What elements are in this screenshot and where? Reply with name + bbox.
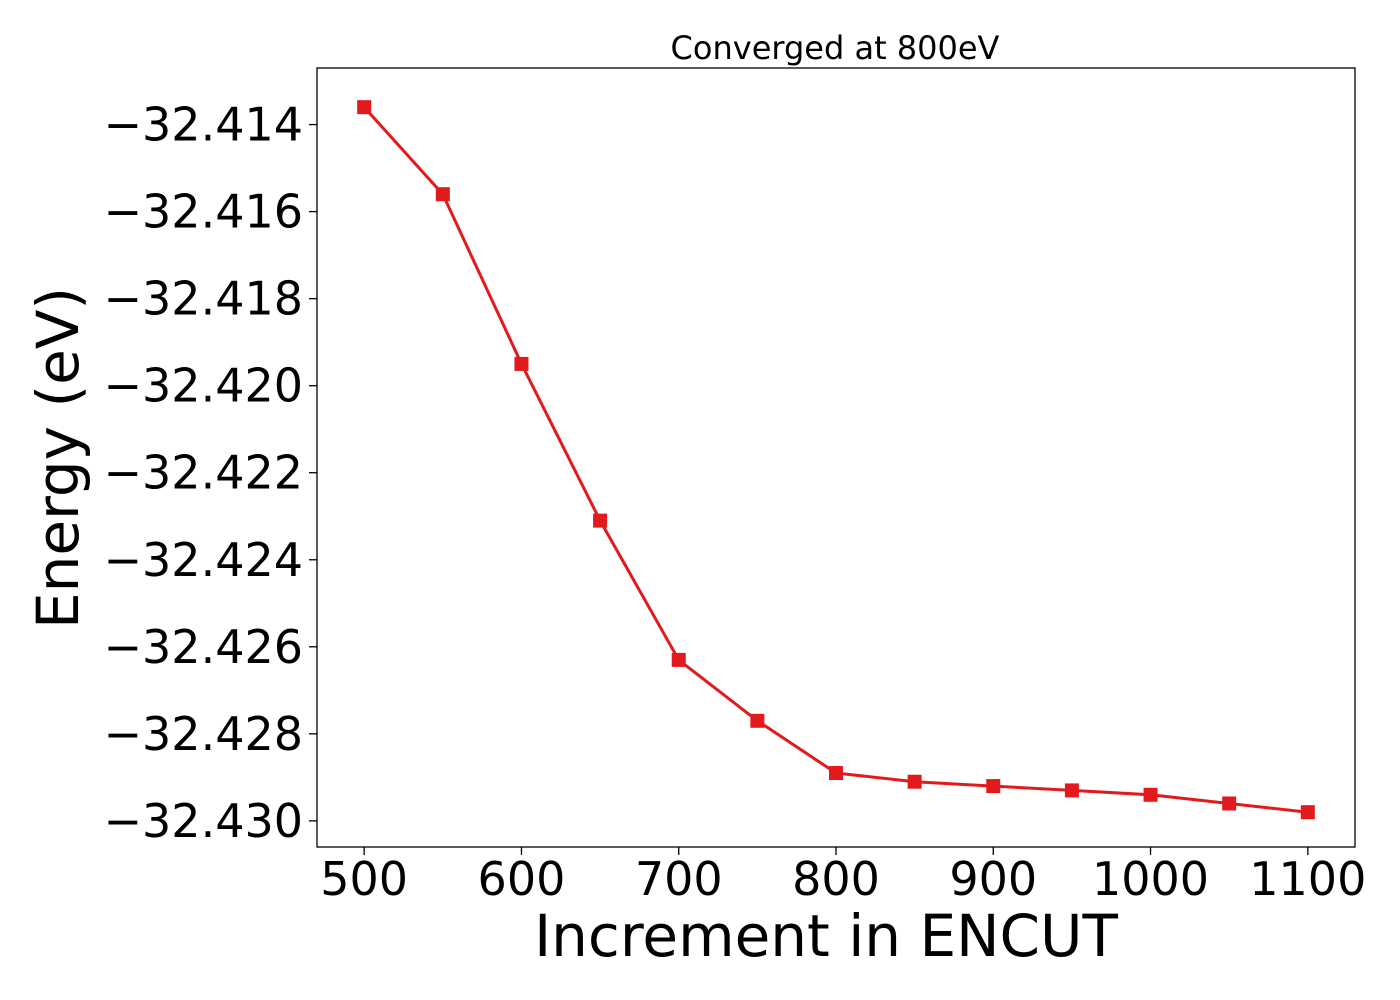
y-tick-label: −32.430 — [104, 794, 304, 848]
data-point-marker — [1143, 787, 1158, 802]
x-tick-label: 900 — [949, 852, 1037, 906]
x-tick-label: 1000 — [1092, 852, 1209, 906]
y-tick-label: −32.420 — [104, 359, 304, 413]
chart-title: Converged at 800eV — [671, 29, 1000, 67]
data-point-marker — [907, 774, 922, 789]
y-tick-label: −32.428 — [104, 707, 304, 761]
x-tick-label: 700 — [635, 852, 723, 906]
x-tick-label: 1100 — [1249, 852, 1366, 906]
y-tick-label: −32.424 — [104, 533, 304, 587]
data-point-marker — [1064, 783, 1079, 798]
y-tick-label: −32.422 — [104, 446, 304, 500]
x-tick-label: 600 — [478, 852, 566, 906]
data-point-marker — [514, 356, 529, 371]
y-tick-label: −32.416 — [104, 185, 304, 239]
y-axis-ticks: −32.414 −32.416 −32.418 −32.420 −32.422 −32.4… — [104, 98, 317, 848]
data-point-marker — [357, 100, 372, 115]
y-tick-label: −32.418 — [104, 272, 304, 326]
y-tick-label: −32.426 — [104, 620, 304, 674]
data-point-marker — [750, 713, 765, 728]
x-axis-ticks: 500 600 700 800 900 1000 1100 — [320, 847, 1366, 906]
x-tick-label: 800 — [792, 852, 880, 906]
energy-series-markers — [357, 100, 1315, 820]
x-axis-label: Increment in ENCUT — [534, 902, 1118, 970]
x-tick-label: 500 — [320, 852, 408, 906]
data-point-marker — [435, 187, 450, 202]
data-point-marker — [593, 513, 608, 528]
data-point-marker — [671, 652, 686, 667]
data-point-marker — [1300, 805, 1315, 820]
data-point-marker — [986, 779, 1001, 794]
data-point-marker — [1222, 796, 1237, 811]
data-point-marker — [829, 766, 843, 781]
y-tick-label: −32.414 — [104, 98, 304, 152]
y-axis-label: Energy (eV) — [24, 287, 92, 629]
